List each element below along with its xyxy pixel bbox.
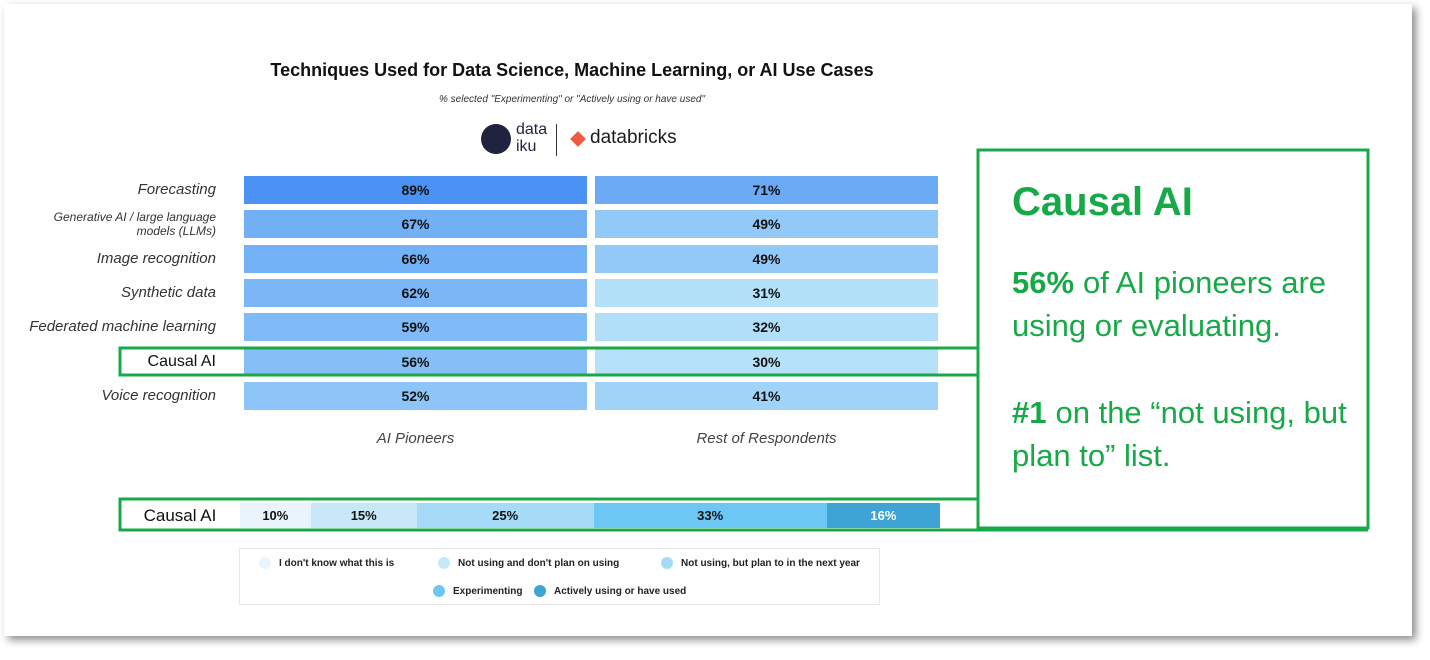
chart-title: Techniques Used for Data Science, Machin… — [270, 60, 874, 80]
value-label: 62% — [401, 284, 430, 301]
legend-item: Experimenting — [433, 584, 522, 598]
value-label: 33% — [697, 508, 724, 523]
legend-swatch — [259, 557, 271, 569]
row-label: Voice recognition — [101, 386, 216, 404]
value-label: 59% — [401, 319, 430, 336]
bar-segment: 33% — [593, 503, 827, 528]
cell: 71% — [595, 176, 938, 204]
value-label: 41% — [752, 387, 781, 404]
logo-divider — [556, 124, 557, 156]
databricks-logo: databricks — [590, 127, 677, 148]
legend-item: I don't know what this is — [259, 556, 394, 570]
cell: 31% — [595, 278, 938, 307]
legend-box — [239, 548, 880, 605]
logo-text: iku — [516, 138, 537, 155]
cell: 62% — [244, 278, 587, 307]
callout-paragraph: #1 on the “not using, but plan to” list. — [1012, 391, 1362, 477]
cell: 66% — [244, 244, 587, 273]
callout-paragraph: 56% of AI pioneers are using or evaluatin… — [1012, 261, 1362, 347]
bar-segment: 16% — [826, 503, 940, 528]
value-label: 52% — [401, 387, 430, 404]
bar-segment: 15% — [310, 503, 417, 528]
cell: 49% — [595, 244, 938, 273]
callout-highlight: 56% — [1012, 265, 1075, 300]
logo-text: data — [516, 121, 548, 138]
value-label: 67% — [401, 216, 430, 233]
row-label: Federated machine learning — [29, 318, 216, 336]
chart-subtitle: % selected "Experimenting" or "Actively … — [439, 94, 705, 105]
value-label: 30% — [752, 353, 781, 370]
legend-item: Not using, but plan to in the next year — [661, 556, 860, 570]
callout-text: on the “not using, but plan to” list. — [1012, 395, 1347, 473]
value-label: 25% — [492, 508, 519, 523]
cell: 59% — [244, 313, 587, 342]
legend-label: Not using, but plan to in the next year — [681, 557, 860, 569]
dataiku-icon — [481, 124, 511, 154]
row-label: Forecasting — [137, 181, 216, 198]
cell: 89% — [244, 176, 587, 204]
bar-segment: 25% — [416, 503, 594, 528]
value-label: 49% — [752, 216, 781, 233]
value-label: 31% — [752, 284, 781, 301]
legend-label: Experimenting — [453, 585, 523, 597]
cell: 41% — [595, 381, 938, 410]
row-label: Image recognition — [96, 249, 216, 267]
legend-label: I don't know what this is — [279, 557, 395, 569]
cell: 32% — [595, 313, 938, 342]
row-label: Generative AI / large language models (L… — [53, 210, 216, 239]
row-label: Causal AI — [147, 352, 216, 370]
callout-highlight: #1 — [1012, 395, 1047, 430]
value-label: 32% — [752, 319, 781, 336]
row-label: Synthetic data — [120, 283, 216, 301]
callout-title: Causal AI — [1012, 180, 1193, 224]
legend-swatch — [534, 585, 546, 597]
cell: 49% — [595, 210, 938, 239]
bar-segment: 10% — [240, 503, 311, 528]
legend-label: Actively using or have used — [554, 585, 687, 597]
legend-swatch — [433, 585, 445, 597]
value-label: 56% — [401, 353, 430, 370]
callout-text: of AI pioneers are using or evaluating. — [1012, 265, 1327, 343]
bar-label: Causal AI — [143, 506, 217, 525]
legend-label: Not using and don't plan on using — [458, 557, 620, 569]
legend-swatch — [661, 557, 673, 569]
cell: 52% — [244, 381, 587, 410]
legend-item: Actively using or have used — [534, 584, 686, 598]
value-label: 66% — [401, 250, 430, 267]
cell: 56% — [244, 347, 587, 376]
legend-swatch — [438, 557, 450, 569]
callout-frame — [976, 148, 1370, 530]
dataiku-logo: data iku — [516, 121, 547, 155]
legend-item: Not using and don't plan on using — [438, 556, 619, 570]
value-label: 10% — [262, 508, 289, 523]
callout: Causal AI 56% of AI pioneers are using or… — [1012, 180, 1362, 521]
cell: 67% — [244, 210, 587, 239]
column-label: Rest of Respondents — [696, 430, 837, 447]
value-label: 89% — [401, 182, 430, 198]
value-label: 71% — [752, 182, 781, 198]
row-highlight — [118, 346, 978, 377]
cell: 30% — [595, 347, 938, 376]
value-label: 16% — [870, 508, 897, 523]
column-label: AI Pioneers — [376, 430, 455, 447]
bar-highlight — [118, 497, 1368, 532]
value-label: 15% — [350, 508, 377, 523]
value-label: 49% — [752, 250, 781, 267]
